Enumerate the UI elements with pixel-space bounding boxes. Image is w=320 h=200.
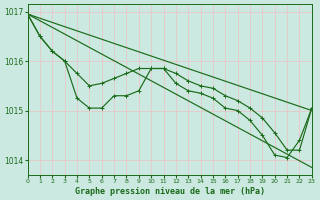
X-axis label: Graphe pression niveau de la mer (hPa): Graphe pression niveau de la mer (hPa) (75, 187, 265, 196)
